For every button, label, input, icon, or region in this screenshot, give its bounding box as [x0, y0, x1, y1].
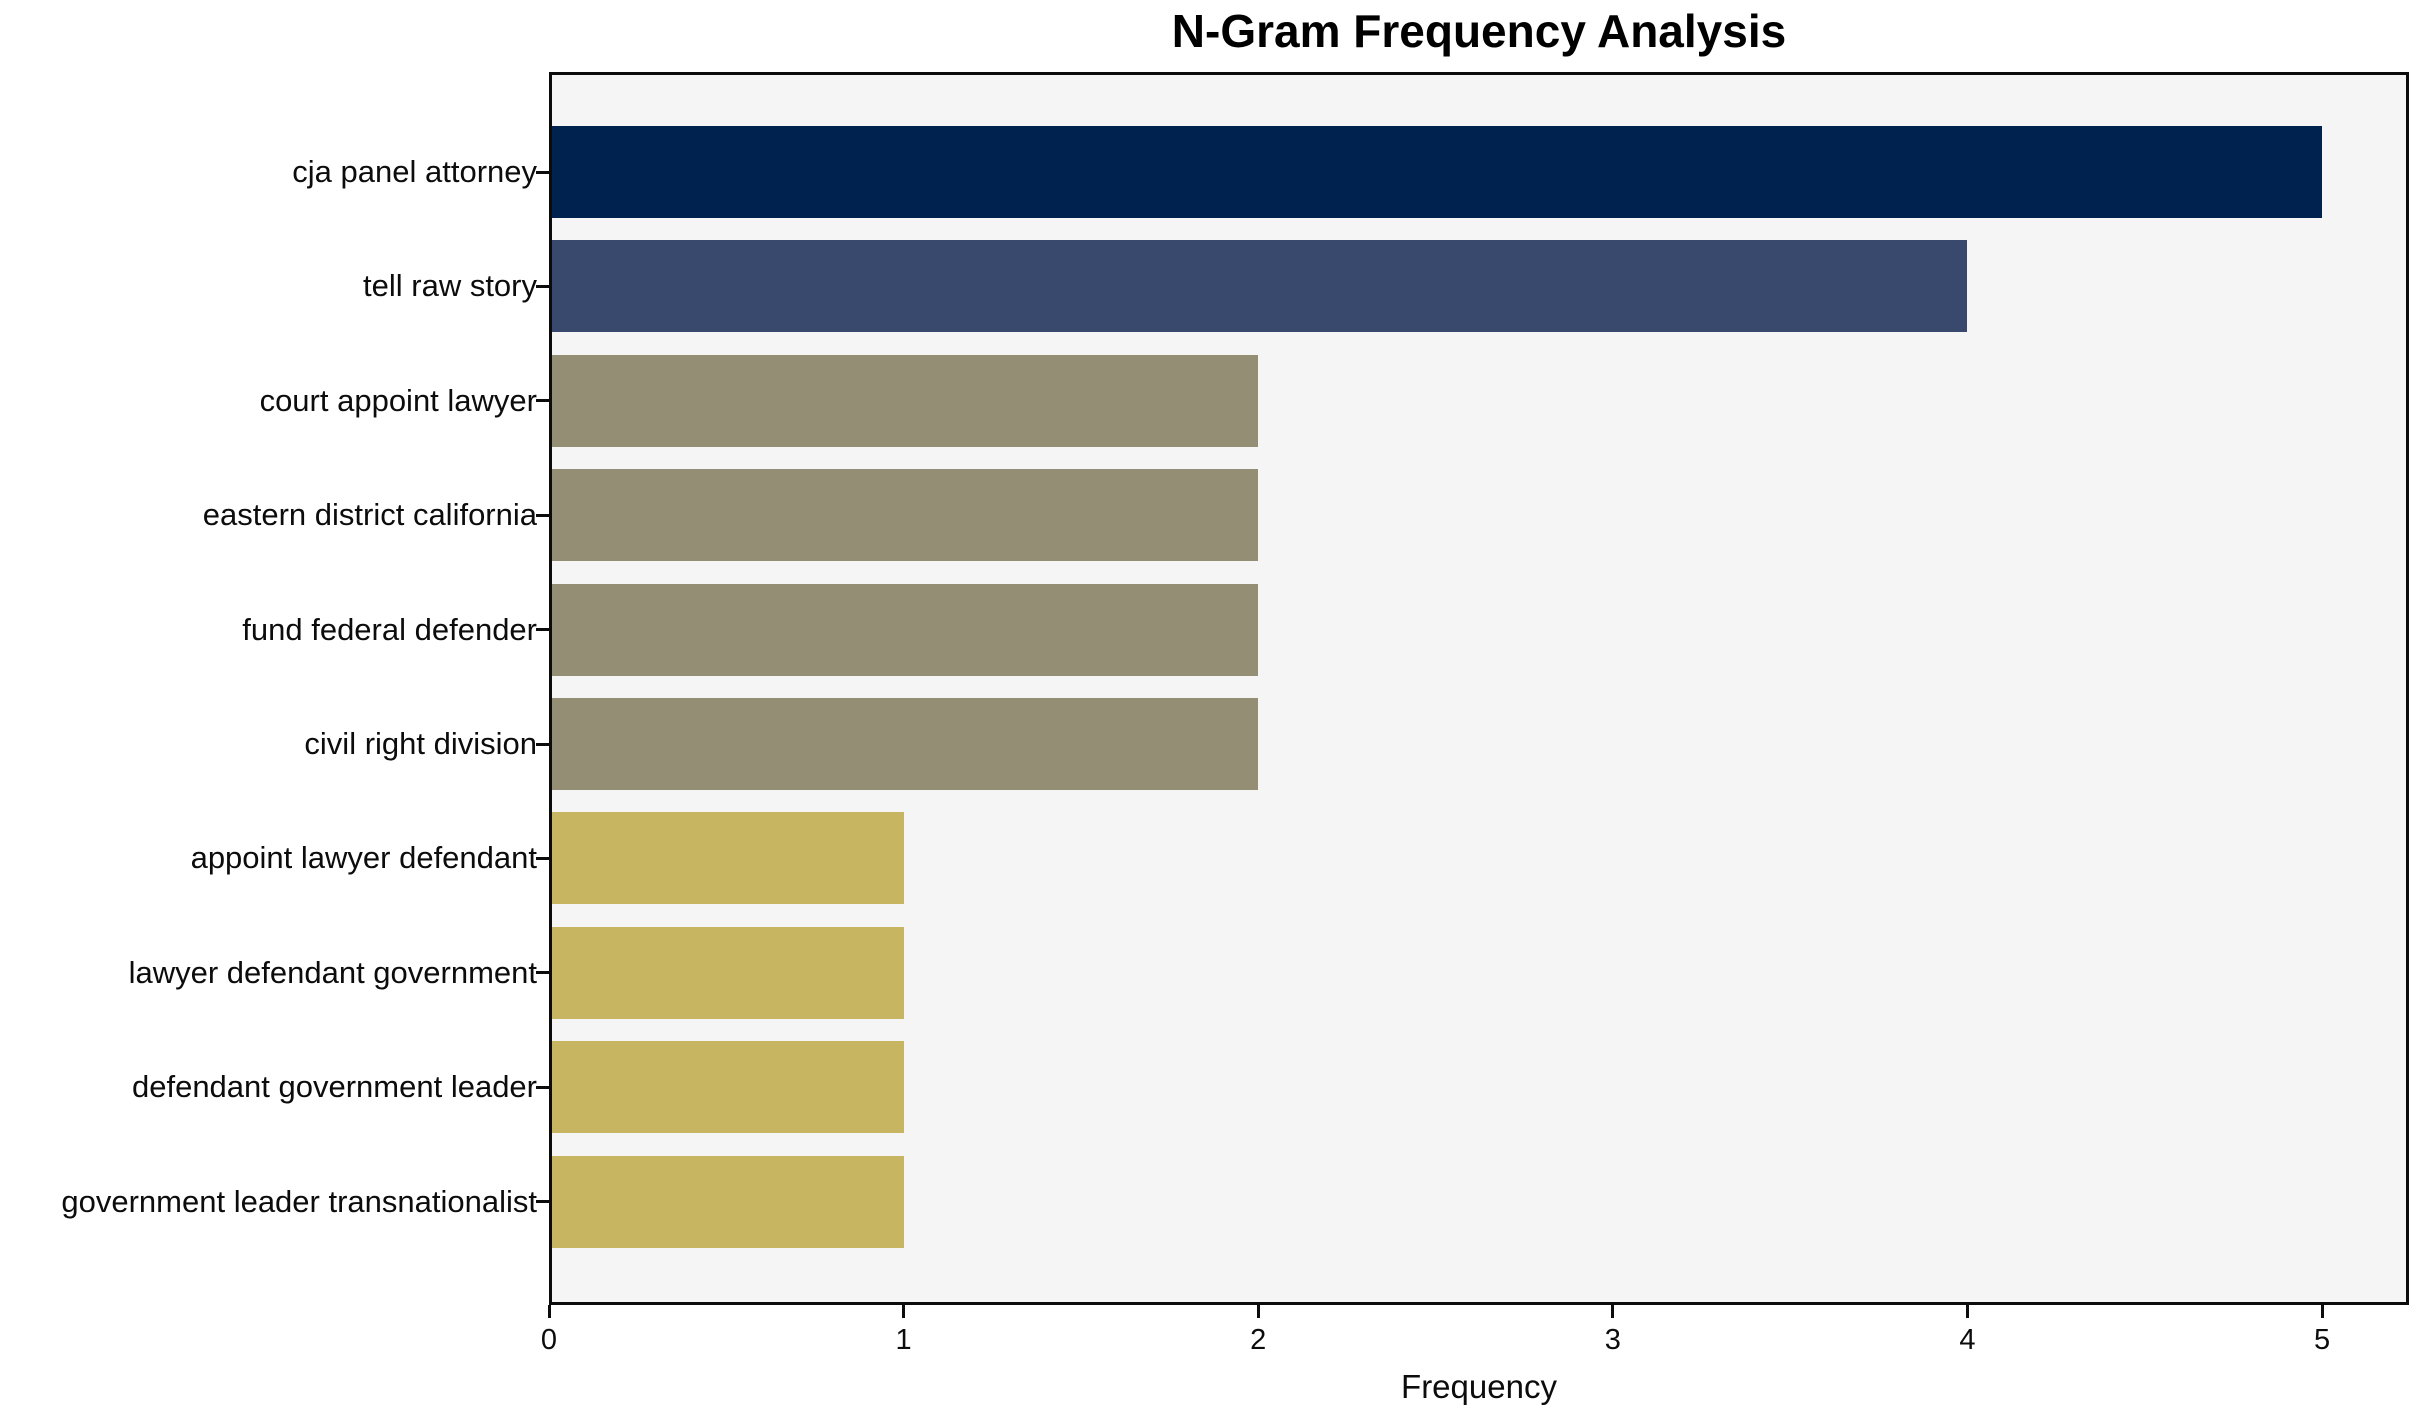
x-tick-label: 1: [895, 1324, 912, 1356]
y-tick-label: cja panel attorney: [292, 154, 537, 189]
y-tick-label: defendant government leader: [131, 1069, 537, 1105]
bar-defendant-government-leader: [549, 1041, 904, 1134]
y-tick-mark: [536, 284, 549, 288]
x-axis-label: Frequency: [1401, 1368, 1557, 1405]
x-tick-mark: [1256, 1305, 1260, 1318]
y-tick-label: government leader transnationalist: [61, 1183, 537, 1219]
bar-civil-right-division: [549, 698, 1259, 790]
y-tick-mark: [536, 628, 549, 632]
x-tick-mark: [902, 1305, 906, 1318]
bar-eastern-district-california: [549, 469, 1259, 562]
x-tick-mark: [2320, 1305, 2324, 1318]
y-tick-label: tell raw story: [363, 268, 537, 304]
y-tick-mark: [536, 742, 549, 746]
bar-court-appoint-lawyer: [549, 354, 1259, 447]
x-tick-mark: [547, 1305, 551, 1318]
y-tick-label: appoint lawyer defendant: [190, 840, 537, 876]
chart-title: N-Gram Frequency Analysis: [1171, 5, 1787, 57]
y-tick-mark: [536, 1085, 549, 1089]
x-tick-label: 4: [1959, 1324, 1976, 1356]
bar-fund-federal-defender: [549, 583, 1259, 676]
x-tick-label: 2: [1250, 1324, 1267, 1356]
bar-lawyer-defendant-government: [549, 926, 904, 1019]
plot-area: [549, 72, 2409, 1305]
bar-cja-panel-attorney: [549, 126, 2323, 218]
bar-government-leader-transnationalist: [549, 1155, 904, 1248]
y-tick-label: fund federal defender: [242, 611, 537, 647]
bar-appoint-lawyer-defendant: [549, 812, 904, 905]
x-tick-mark: [1965, 1305, 1969, 1318]
x-tick-label: 3: [1604, 1324, 1621, 1356]
y-tick-mark: [536, 1200, 549, 1204]
y-tick-mark: [536, 399, 549, 403]
y-tick-mark: [536, 170, 549, 174]
y-tick-label: eastern district california: [202, 497, 537, 533]
x-tick-mark: [1611, 1305, 1615, 1318]
x-tick-label: 5: [2314, 1324, 2331, 1356]
y-tick-mark: [536, 971, 549, 975]
y-tick-label: court appoint lawyer: [259, 382, 537, 418]
y-tick-mark: [536, 513, 549, 517]
y-tick-mark: [536, 856, 549, 860]
bar-tell-raw-story: [549, 240, 1968, 333]
x-tick-label: 0: [540, 1324, 558, 1356]
y-tick-label: civil right division: [304, 726, 537, 761]
y-tick-label: lawyer defendant government: [128, 954, 537, 990]
